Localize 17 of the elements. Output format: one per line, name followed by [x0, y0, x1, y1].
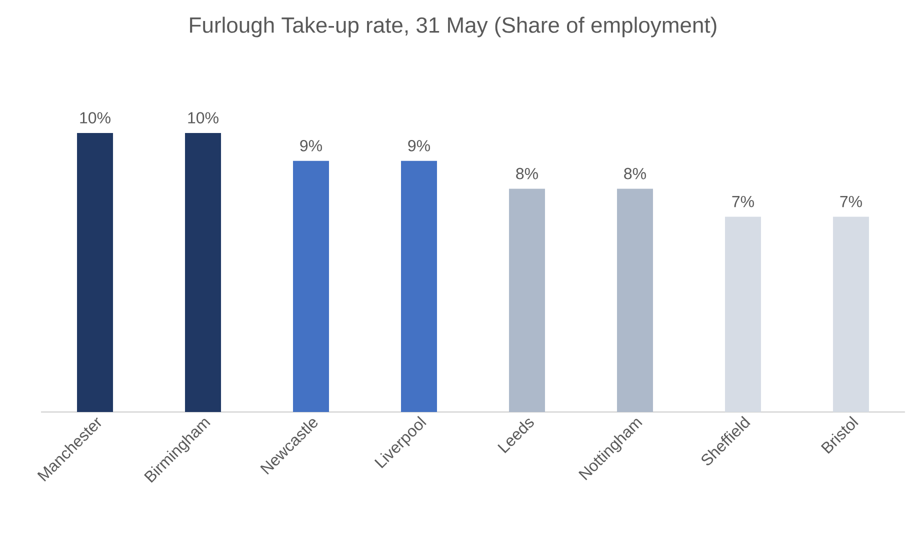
bar: [508, 188, 545, 412]
bar: [724, 216, 761, 412]
data-label: 10%: [80, 112, 110, 124]
bar: [401, 160, 437, 412]
bar: [832, 216, 869, 412]
data-label: 9%: [300, 140, 322, 152]
data-label: 10%: [188, 112, 218, 124]
data-label: 9%: [408, 140, 430, 152]
chart-title: Furlough Take-up rate, 31 May (Share of employment): [190, 16, 716, 38]
bar: [293, 160, 329, 412]
data-label: 7%: [732, 196, 754, 208]
data-label: 8%: [516, 168, 538, 180]
bar: [77, 132, 114, 412]
bar: [185, 132, 222, 412]
data-label: 8%: [624, 168, 646, 180]
bar: [616, 188, 653, 412]
data-label: 7%: [840, 196, 862, 208]
